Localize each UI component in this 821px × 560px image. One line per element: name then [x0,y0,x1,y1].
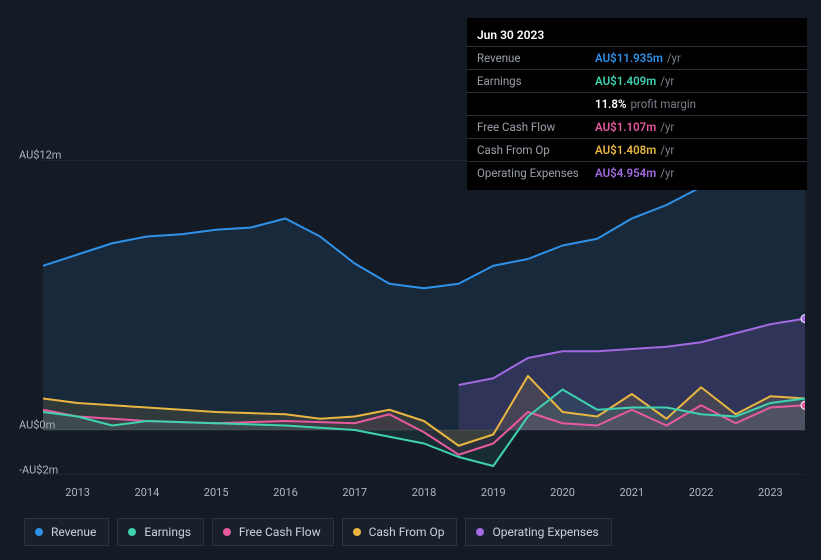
legend-item-revenue[interactable]: Revenue [24,518,109,546]
tooltip-row-label: Earnings [477,74,595,88]
tooltip-row-value: AU$1.107m [595,120,656,134]
legend-item-cash-from-op[interactable]: Cash From Op [342,518,458,546]
legend-item-operating-expenses[interactable]: Operating Expenses [465,518,611,546]
x-axis-label: 2023 [758,486,783,499]
tooltip-row: RevenueAU$11.935m/yr [467,46,807,69]
tooltip-row-label: Free Cash Flow [477,120,595,134]
tooltip-row: Cash From OpAU$1.408m/yr [467,138,807,161]
x-axis-label: 2017 [342,486,367,499]
x-axis-label: 2016 [273,486,298,499]
legend-label: Operating Expenses [492,525,598,539]
legend-label: Free Cash Flow [239,525,321,539]
legend-label: Cash From Op [369,525,445,539]
tooltip-row-suffix: /yr [660,74,674,88]
tooltip-row: EarningsAU$1.409m/yr [467,69,807,92]
tooltip-row-suffix: profit margin [630,97,696,111]
tooltip-row-label: Revenue [477,51,595,65]
tooltip-row-value: 11.8% [595,97,626,111]
legend: Revenue Earnings Free Cash Flow Cash From O… [24,518,612,546]
legend-dot-icon [353,528,361,536]
x-axis-label: 2022 [689,486,714,499]
tooltip-rows: RevenueAU$11.935m/yrEarningsAU$1.409m/yr… [467,46,807,184]
tooltip-row-suffix: /yr [660,166,674,180]
tooltip-row: 11.8% profit margin [467,92,807,115]
x-axis-label: 2015 [204,486,229,499]
tooltip-date: Jun 30 2023 [467,24,807,46]
x-axis-label: 2018 [412,486,437,499]
tooltip-row-value: AU$1.408m [595,143,656,157]
tooltip-row-label: Cash From Op [477,143,595,157]
legend-label: Earnings [144,525,191,539]
tooltip-row-value: AU$4.954m [595,166,656,180]
legend-item-free-cash-flow[interactable]: Free Cash Flow [212,518,334,546]
legend-item-earnings[interactable]: Earnings [117,518,204,546]
x-axis-label: 2019 [481,486,506,499]
tooltip-row-label: Operating Expenses [477,166,595,180]
tooltip-row-suffix: /yr [667,51,681,65]
x-axis-label: 2020 [550,486,575,499]
x-axis-label: 2021 [619,486,644,499]
legend-dot-icon [476,528,484,536]
x-axis-label: 2014 [135,486,160,499]
chart-area: AU$12mAU$0m-AU$2m 2013201420152016201720… [15,160,805,475]
tooltip-row-label [477,97,595,111]
tooltip-row-value: AU$11.935m [595,51,663,65]
tooltip-row: Operating ExpensesAU$4.954m/yr [467,161,807,184]
tooltip-row-value: AU$1.409m [595,74,656,88]
tooltip-row-suffix: /yr [660,143,674,157]
x-axis-label: 2013 [65,486,90,499]
legend-dot-icon [223,528,231,536]
tooltip-panel: Jun 30 2023 RevenueAU$11.935m/yrEarnings… [467,18,807,190]
chart-svg [43,160,805,475]
legend-dot-icon [128,528,136,536]
legend-dot-icon [35,528,43,536]
legend-label: Revenue [51,525,96,539]
tooltip-row: Free Cash FlowAU$1.107m/yr [467,115,807,138]
tooltip-row-suffix: /yr [660,120,674,134]
